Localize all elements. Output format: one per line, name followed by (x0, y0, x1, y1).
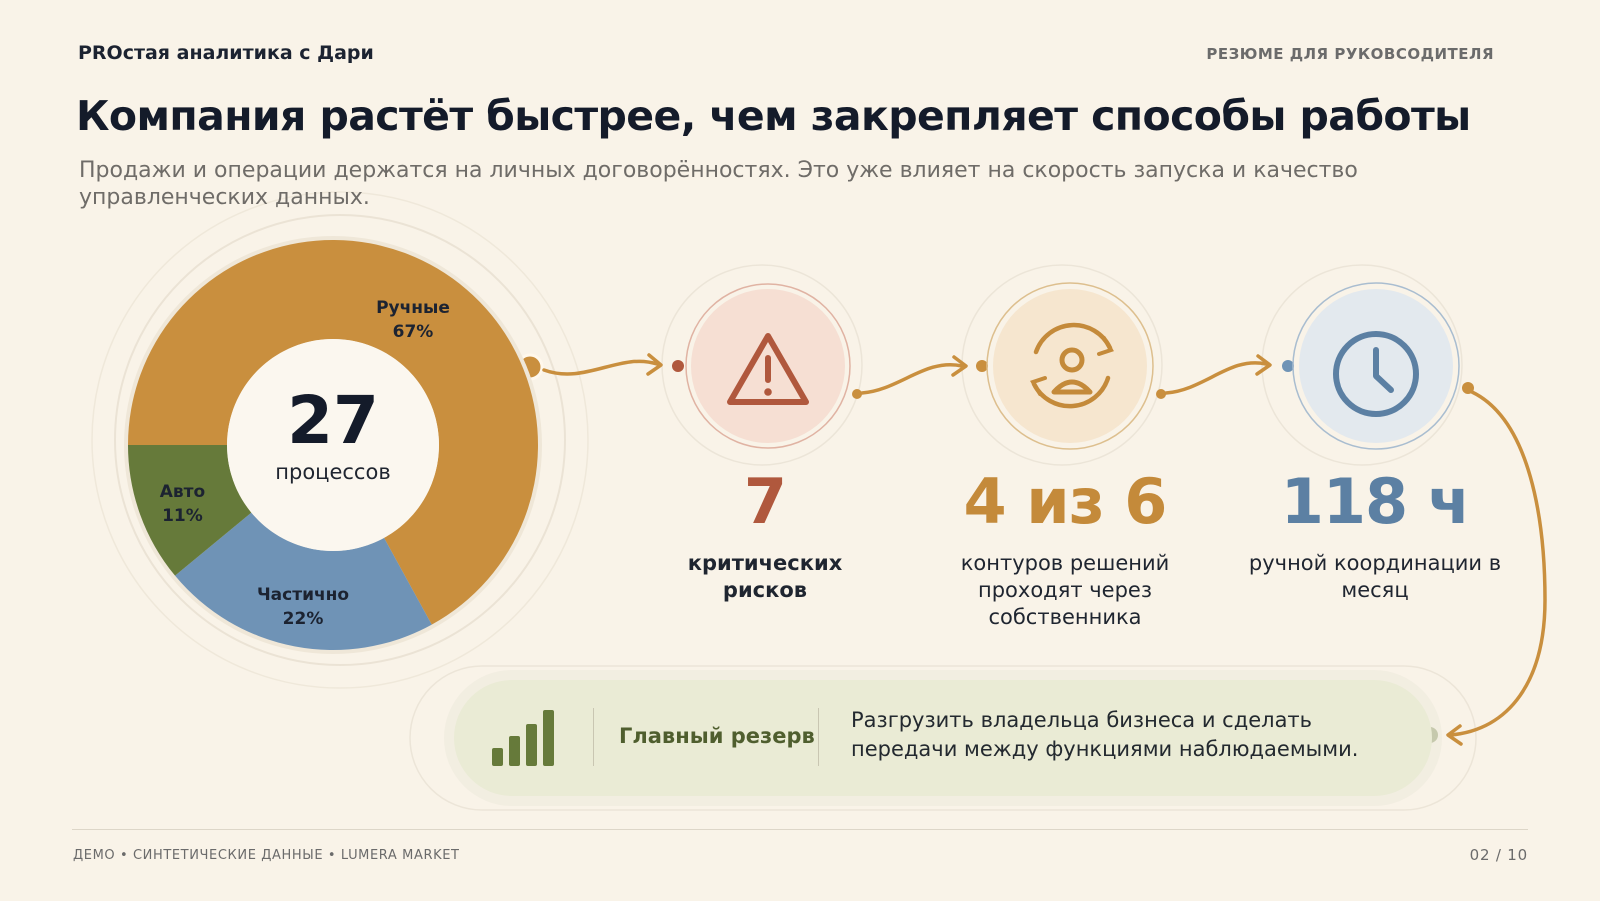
divider (593, 708, 594, 766)
kpi-caption: ручной координации в месяц (1248, 551, 1502, 602)
risk-icon-circle (685, 283, 851, 449)
kpi-owner-decisions: 4 из 6 контуров решений проходят через с… (930, 470, 1200, 631)
bar-chart-icon (492, 710, 554, 766)
donut-slice-2 (175, 512, 432, 650)
page-subtitle: Продажи и операции держатся на личных до… (79, 158, 1358, 210)
kpi-value: 118 ч (1280, 465, 1471, 538)
kpi-manual-hours: 118 ч ручной координации в месяц (1230, 470, 1520, 604)
reserve-label: Главный резерв (619, 724, 815, 748)
kpi-critical-risks: 7 критических рисков (650, 470, 880, 604)
page-title: Компания растёт быстрее, чем закрепляет … (76, 92, 1471, 140)
donut-slice-label: Авто (160, 482, 205, 502)
owner-icon-circle (986, 282, 1154, 450)
donut-slice-value: 22% (283, 609, 324, 629)
page-number: 02 / 10 (1469, 846, 1528, 864)
person-cycle-icon (1030, 322, 1114, 409)
donut-slice-value: 11% (162, 506, 203, 526)
connector-risks-owner (852, 355, 988, 399)
hours-icon-circle (1292, 282, 1460, 450)
donut-slice-label: Частично (257, 585, 349, 605)
kpi-value: 7 (743, 465, 787, 538)
kpi-value: 4 из 6 (963, 465, 1168, 538)
footer-source: ДЕМО • СИНТЕТИЧЕСКИЕ ДАННЫЕ • LUMERA MAR… (73, 848, 460, 863)
kpi-caption: контуров решений проходят через собствен… (960, 551, 1170, 629)
donut-slice-3 (128, 445, 252, 576)
brand-title: PROстая аналитика с Дари (78, 42, 374, 64)
main-reserve-card: Главный резерв Разгрузить владельца бизн… (454, 680, 1432, 796)
donut-center-label: процессов (275, 460, 390, 484)
connector-owner-hours (1156, 354, 1294, 399)
clock-icon (1333, 331, 1419, 417)
footer-divider (72, 829, 1528, 830)
donut-slice-value: 67% (393, 322, 434, 342)
divider (818, 708, 819, 766)
kpi-caption: критических рисков (687, 551, 843, 602)
donut-slice-1 (128, 240, 538, 625)
reserve-text: Разгрузить владельца бизнеса и сделать п… (851, 708, 1359, 761)
warning-icon (727, 333, 809, 405)
donut-slice-label: Ручные (376, 298, 450, 318)
section-label: РЕЗЮМЕ ДЛЯ РУКОВСОДИТЕЛЯ (1206, 45, 1494, 63)
donut-hole (227, 339, 439, 551)
donut-center-value: 27 (287, 382, 379, 459)
